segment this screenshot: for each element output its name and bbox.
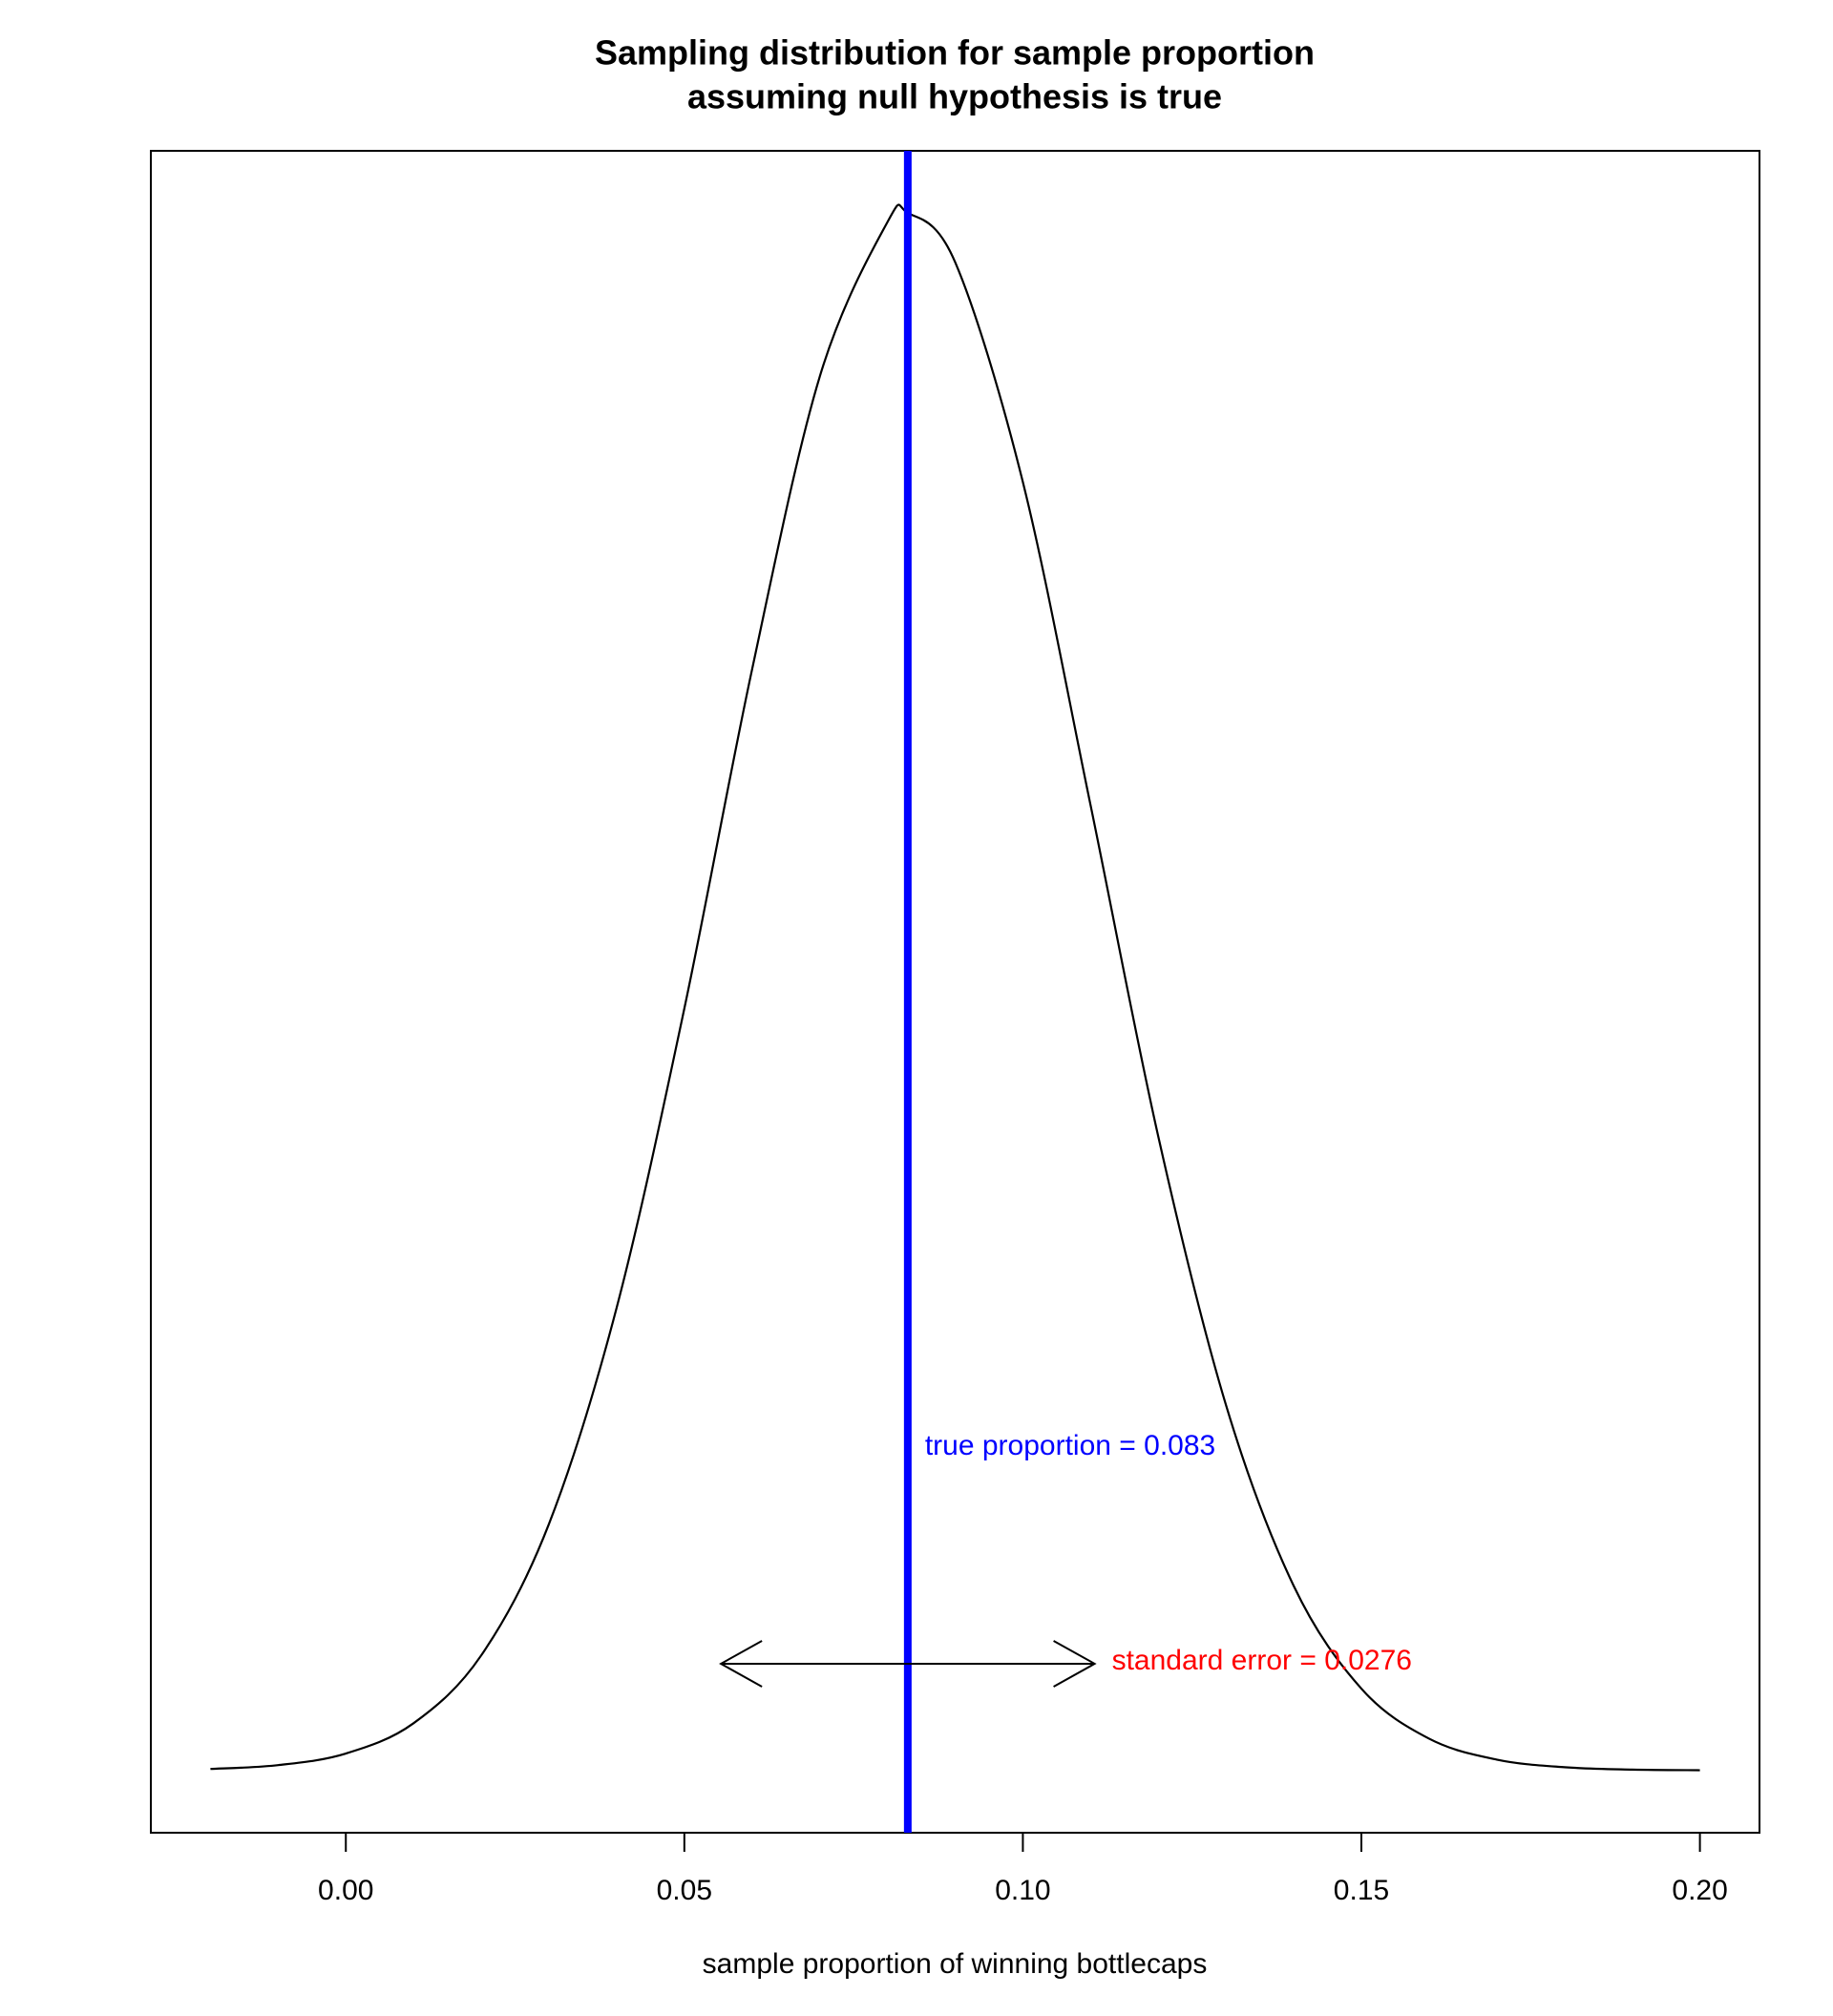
x-tick-label: 0.00 — [318, 1875, 373, 1906]
annotation: true proportion = 0.083 — [925, 1430, 1215, 1461]
x-axis-label: sample proportion of winning bottlecaps — [703, 1948, 1208, 1980]
arrow-head — [1053, 1640, 1097, 1688]
chart-title: Sampling distribution for sample proport… — [595, 33, 1315, 73]
x-tick-label: 0.05 — [657, 1875, 712, 1906]
arrow-head — [719, 1640, 763, 1688]
chart-title: assuming null hypothesis is true — [687, 77, 1222, 116]
x-tick-label: 0.20 — [1672, 1875, 1727, 1906]
density-curve — [210, 203, 1700, 1772]
x-tick-label: 0.10 — [995, 1875, 1050, 1906]
annotation: standard error = 0.0276 — [1112, 1645, 1412, 1676]
x-tick-label: 0.15 — [1334, 1875, 1389, 1906]
